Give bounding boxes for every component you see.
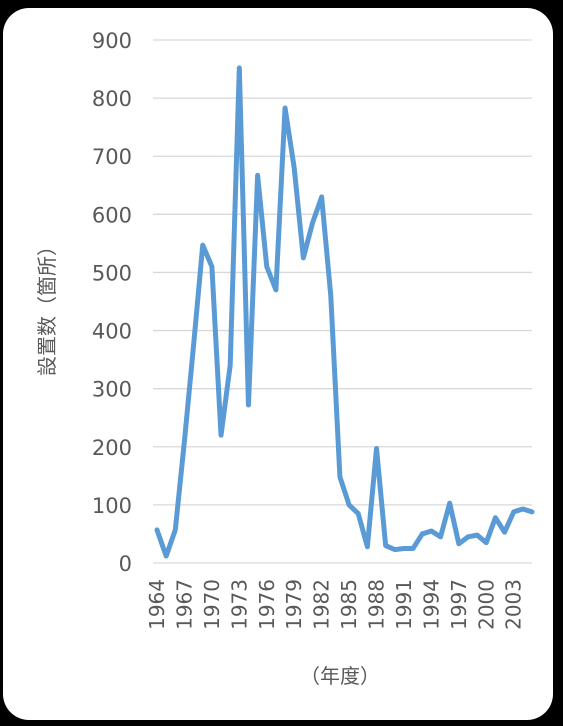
data-point (319, 194, 324, 199)
data-point (484, 540, 489, 545)
data-point (493, 515, 498, 520)
x-tick-label: 2003 (502, 579, 526, 630)
data-point (237, 65, 242, 70)
data-point (347, 502, 352, 507)
y-axis-ticks: 0 100 200 300 400 500 600 700 800 900 (92, 29, 132, 576)
y-tick-label: 900 (92, 29, 132, 53)
data-points (155, 65, 534, 559)
y-tick-label: 200 (92, 436, 132, 460)
x-tick-label: 1997 (447, 579, 471, 630)
x-tick-label: 1976 (255, 579, 279, 630)
x-axis-ticks: 1964 1967 1970 1973 1976 1979 1982 1985 1988 1991… (145, 579, 526, 630)
y-tick-label: 700 (92, 145, 132, 169)
data-point (365, 544, 370, 549)
data-point (465, 534, 470, 539)
data-point (447, 501, 452, 506)
x-tick-label: 1970 (200, 579, 224, 630)
data-point (502, 530, 507, 535)
data-point (292, 165, 297, 170)
data-point (530, 509, 534, 514)
data-point (383, 543, 388, 548)
y-tick-label: 500 (92, 261, 132, 285)
data-point (429, 529, 434, 534)
data-point (328, 293, 333, 298)
data-point (228, 363, 233, 368)
x-axis-label: （年度） (300, 664, 380, 688)
series-line (154, 65, 535, 559)
y-axis-label: 設置数（箇所） (35, 236, 59, 376)
data-point (438, 534, 443, 539)
data-point (392, 547, 397, 552)
chart-card (3, 8, 553, 720)
x-tick-label: 1982 (310, 579, 334, 630)
y-tick-label: 400 (92, 320, 132, 344)
y-tick-label: 800 (92, 87, 132, 111)
data-point (246, 402, 251, 407)
data-point (255, 173, 260, 178)
data-point (191, 343, 196, 348)
x-tick-label: 1979 (282, 579, 306, 630)
data-point (310, 221, 315, 226)
data-point (374, 446, 379, 451)
x-tick-label: 1985 (337, 579, 361, 630)
data-point (209, 264, 214, 269)
data-point (173, 527, 178, 532)
x-tick-label: 1994 (419, 579, 443, 630)
x-tick-label: 2000 (474, 579, 498, 630)
data-point (164, 554, 169, 559)
data-point (356, 511, 361, 516)
data-point (475, 533, 480, 538)
data-point (420, 531, 425, 536)
data-point (155, 527, 159, 532)
data-point (219, 433, 224, 438)
data-point (182, 438, 187, 443)
x-tick-label: 1964 (145, 579, 169, 630)
y-tick-label: 0 (119, 552, 132, 576)
x-tick-label: 1967 (172, 579, 196, 630)
data-point (200, 243, 205, 248)
data-point (264, 264, 269, 269)
data-point (411, 546, 416, 551)
y-tick-label: 300 (92, 378, 132, 402)
data-point (337, 474, 342, 479)
data-point (520, 506, 525, 511)
data-point (301, 255, 306, 260)
y-tick-label: 600 (92, 203, 132, 227)
data-point (456, 541, 461, 546)
y-tick-label: 100 (92, 494, 132, 518)
x-tick-label: 1988 (365, 579, 389, 630)
data-point (511, 509, 516, 514)
data-point (283, 105, 288, 110)
data-point (273, 287, 278, 292)
data-point (401, 546, 406, 551)
x-tick-label: 1991 (392, 579, 416, 630)
x-tick-label: 1973 (227, 579, 251, 630)
